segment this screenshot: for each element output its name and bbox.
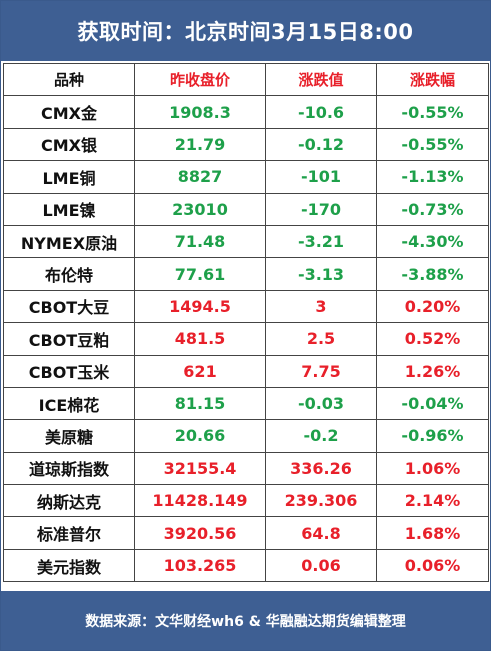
table-row: LME铜 8827 -101 -1.13%: [3, 160, 489, 194]
commodity-name-cell: CMX金: [3, 95, 135, 129]
change-value-cell: 7.75: [265, 354, 377, 388]
change-value-cell: -0.2: [265, 419, 377, 453]
table-row: ICE棉花 81.15 -0.03 -0.04%: [3, 386, 489, 421]
change-percent-cell: -0.55%: [376, 95, 489, 129]
commodity-name-cell: 道琼斯指数: [3, 451, 135, 486]
change-value-cell: -0.12: [265, 127, 377, 162]
change-value-cell: 64.8: [265, 516, 377, 550]
table-row: NYMEX原油 71.48 -3.21 -4.30%: [3, 224, 489, 259]
commodity-name-cell: CMX银: [3, 127, 135, 162]
commodity-name-cell: LME铜: [3, 160, 135, 194]
change-percent-cell: -4.30%: [376, 224, 489, 259]
close-price-cell: 481.5: [134, 322, 266, 356]
change-percent-cell: 1.06%: [376, 451, 489, 486]
close-price-cell: 21.79: [134, 127, 266, 162]
change-percent-cell: -0.73%: [376, 192, 489, 226]
change-value-cell: -3.13: [265, 257, 377, 291]
change-percent-cell: 1.68%: [376, 516, 489, 550]
change-value-cell: -170: [265, 192, 377, 226]
source-footer: 数据来源：文华财经wh6 & 华融融达期货编辑整理: [1, 591, 490, 650]
commodity-name-cell: LME镍: [3, 192, 135, 226]
change-percent-cell: 0.20%: [376, 289, 489, 324]
close-price-cell: 103.265: [134, 548, 266, 583]
close-price-cell: 8827: [134, 160, 266, 194]
close-price-cell: 71.48: [134, 224, 266, 259]
close-price-cell: 32155.4: [134, 451, 266, 486]
commodity-name-cell: 标准普尔: [3, 516, 135, 550]
table-header-row: 品种 昨收盘价 涨跌值 涨跌幅: [3, 62, 489, 97]
close-price-cell: 1494.5: [134, 289, 266, 324]
change-value-cell: 0.06: [265, 548, 377, 583]
change-percent-cell: 0.06%: [376, 548, 489, 583]
table-row: 道琼斯指数 32155.4 336.26 1.06%: [3, 451, 489, 486]
table-row: CBOT豆粕 481.5 2.5 0.52%: [3, 322, 489, 356]
change-value-cell: 3: [265, 289, 377, 324]
commodity-name-cell: 布伦特: [3, 257, 135, 291]
close-price-cell: 77.61: [134, 257, 266, 291]
change-value-cell: -101: [265, 160, 377, 194]
table-row: CMX银 21.79 -0.12 -0.55%: [3, 127, 489, 162]
change-percent-cell: 2.14%: [376, 484, 489, 518]
table-row: CBOT大豆 1494.5 3 0.20%: [3, 289, 489, 324]
change-value-cell: 2.5: [265, 322, 377, 356]
column-header-pct: 涨跌幅: [376, 62, 489, 97]
commodity-name-cell: CBOT大豆: [3, 289, 135, 324]
close-price-cell: 621: [134, 354, 266, 388]
commodity-name-cell: CBOT豆粕: [3, 322, 135, 356]
close-price-cell: 81.15: [134, 386, 266, 421]
commodity-name-cell: ICE棉花: [3, 386, 135, 421]
close-price-cell: 20.66: [134, 419, 266, 453]
change-percent-cell: -0.96%: [376, 419, 489, 453]
change-percent-cell: -3.88%: [376, 257, 489, 291]
commodity-name-cell: CBOT玉米: [3, 354, 135, 388]
change-value-cell: -10.6: [265, 95, 377, 129]
quote-table: 品种 昨收盘价 涨跌值 涨跌幅 CMX金 1908.3 -10.6 -0.55% CMX…: [3, 62, 489, 583]
column-header-name: 品种: [3, 62, 135, 97]
change-percent-cell: 0.52%: [376, 322, 489, 356]
table-row: 纳斯达克 11428.149 239.306 2.14%: [3, 484, 489, 518]
page-title: 获取时间：北京时间3月15日8:00: [1, 1, 490, 61]
column-header-change: 涨跌值: [265, 62, 377, 97]
table-row: LME镍 23010 -170 -0.73%: [3, 192, 489, 226]
close-price-cell: 3920.56: [134, 516, 266, 550]
close-price-cell: 11428.149: [134, 484, 266, 518]
change-value-cell: 239.306: [265, 484, 377, 518]
change-percent-cell: -1.13%: [376, 160, 489, 194]
commodity-name-cell: 纳斯达克: [3, 484, 135, 518]
close-price-cell: 1908.3: [134, 95, 266, 129]
commodity-name-cell: 美元指数: [3, 548, 135, 583]
table-row: 美元指数 103.265 0.06 0.06%: [3, 548, 489, 583]
close-price-cell: 23010: [134, 192, 266, 226]
commodity-name-cell: NYMEX原油: [3, 224, 135, 259]
table-row: 标准普尔 3920.56 64.8 1.68%: [3, 516, 489, 550]
change-percent-cell: -0.04%: [376, 386, 489, 421]
table-row: CBOT玉米 621 7.75 1.26%: [3, 354, 489, 388]
change-value-cell: -3.21: [265, 224, 377, 259]
table-row: 美原糖 20.66 -0.2 -0.96%: [3, 419, 489, 453]
table-row: CMX金 1908.3 -10.6 -0.55%: [3, 95, 489, 129]
change-value-cell: -0.03: [265, 386, 377, 421]
table-body: CMX金 1908.3 -10.6 -0.55% CMX银 21.79 -0.12 -0.55…: [3, 95, 489, 583]
change-value-cell: 336.26: [265, 451, 377, 486]
commodity-name-cell: 美原糖: [3, 419, 135, 453]
change-percent-cell: 1.26%: [376, 354, 489, 388]
change-percent-cell: -0.55%: [376, 127, 489, 162]
table-row: 布伦特 77.61 -3.13 -3.88%: [3, 257, 489, 291]
column-header-close: 昨收盘价: [134, 62, 266, 97]
